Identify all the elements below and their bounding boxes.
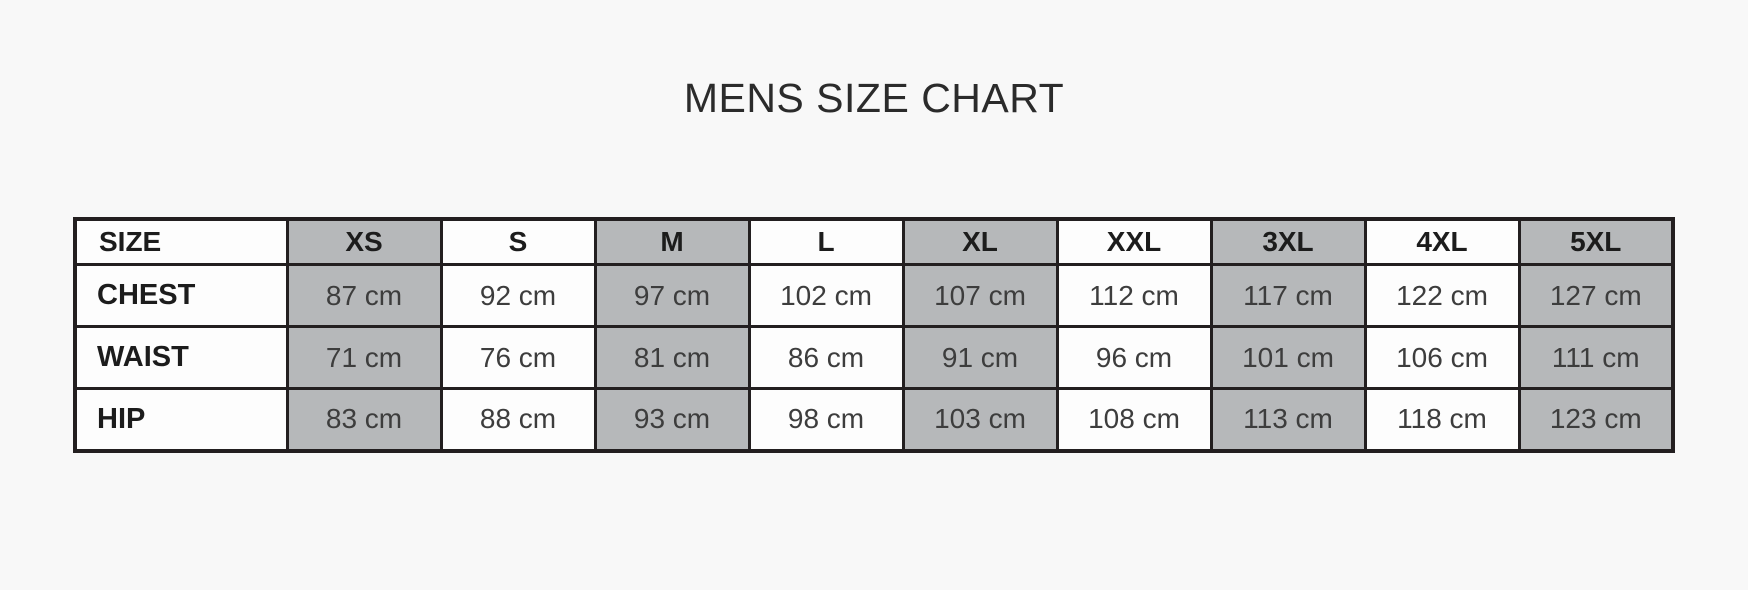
chest-value-s: 92 cm [439,263,597,329]
table-row-hip: HIP 83 cm 88 cm 93 cm 98 cm 103 cm 108 c… [73,387,1675,453]
column-header-xxl: XXL [1055,217,1213,267]
row-label-hip: HIP [73,387,289,453]
chest-value-xs: 87 cm [285,263,443,329]
row-label-chest: CHEST [73,263,289,329]
table-row-waist: WAIST 71 cm 76 cm 81 cm 86 cm 91 cm 96 c… [73,325,1675,391]
hip-value-xxl: 108 cm [1055,387,1213,453]
hip-value-3xl: 113 cm [1209,387,1367,453]
chest-value-3xl: 117 cm [1209,263,1367,329]
chest-value-xl: 107 cm [901,263,1059,329]
waist-value-xxl: 96 cm [1055,325,1213,391]
waist-value-xl: 91 cm [901,325,1059,391]
waist-value-s: 76 cm [439,325,597,391]
size-table: SIZE XS S M L XL XXL 3XL 4XL 5XL CHEST 8… [73,217,1675,453]
waist-value-5xl: 111 cm [1517,325,1675,391]
chest-value-5xl: 127 cm [1517,263,1675,329]
column-header-5xl: 5XL [1517,217,1675,267]
hip-value-l: 98 cm [747,387,905,453]
chest-value-xxl: 112 cm [1055,263,1213,329]
hip-value-xs: 83 cm [285,387,443,453]
waist-value-m: 81 cm [593,325,751,391]
column-header-3xl: 3XL [1209,217,1367,267]
chest-value-l: 102 cm [747,263,905,329]
hip-value-s: 88 cm [439,387,597,453]
chest-value-m: 97 cm [593,263,751,329]
hip-value-xl: 103 cm [901,387,1059,453]
chest-value-4xl: 122 cm [1363,263,1521,329]
hip-value-4xl: 118 cm [1363,387,1521,453]
column-header-xs: XS [285,217,443,267]
column-header-s: S [439,217,597,267]
waist-value-l: 86 cm [747,325,905,391]
waist-value-xs: 71 cm [285,325,443,391]
waist-value-3xl: 101 cm [1209,325,1367,391]
page-title: MENS SIZE CHART [683,75,1065,121]
hip-value-5xl: 123 cm [1517,387,1675,453]
column-header-m: M [593,217,751,267]
column-header-l: L [747,217,905,267]
column-header-xl: XL [901,217,1059,267]
waist-value-4xl: 106 cm [1363,325,1521,391]
row-label-waist: WAIST [73,325,289,391]
table-row-chest: CHEST 87 cm 92 cm 97 cm 102 cm 107 cm 11… [73,263,1675,329]
column-header-4xl: 4XL [1363,217,1521,267]
hip-value-m: 93 cm [593,387,751,453]
table-header-row: SIZE XS S M L XL XXL 3XL 4XL 5XL [73,217,1675,267]
column-header-size: SIZE [73,217,289,267]
